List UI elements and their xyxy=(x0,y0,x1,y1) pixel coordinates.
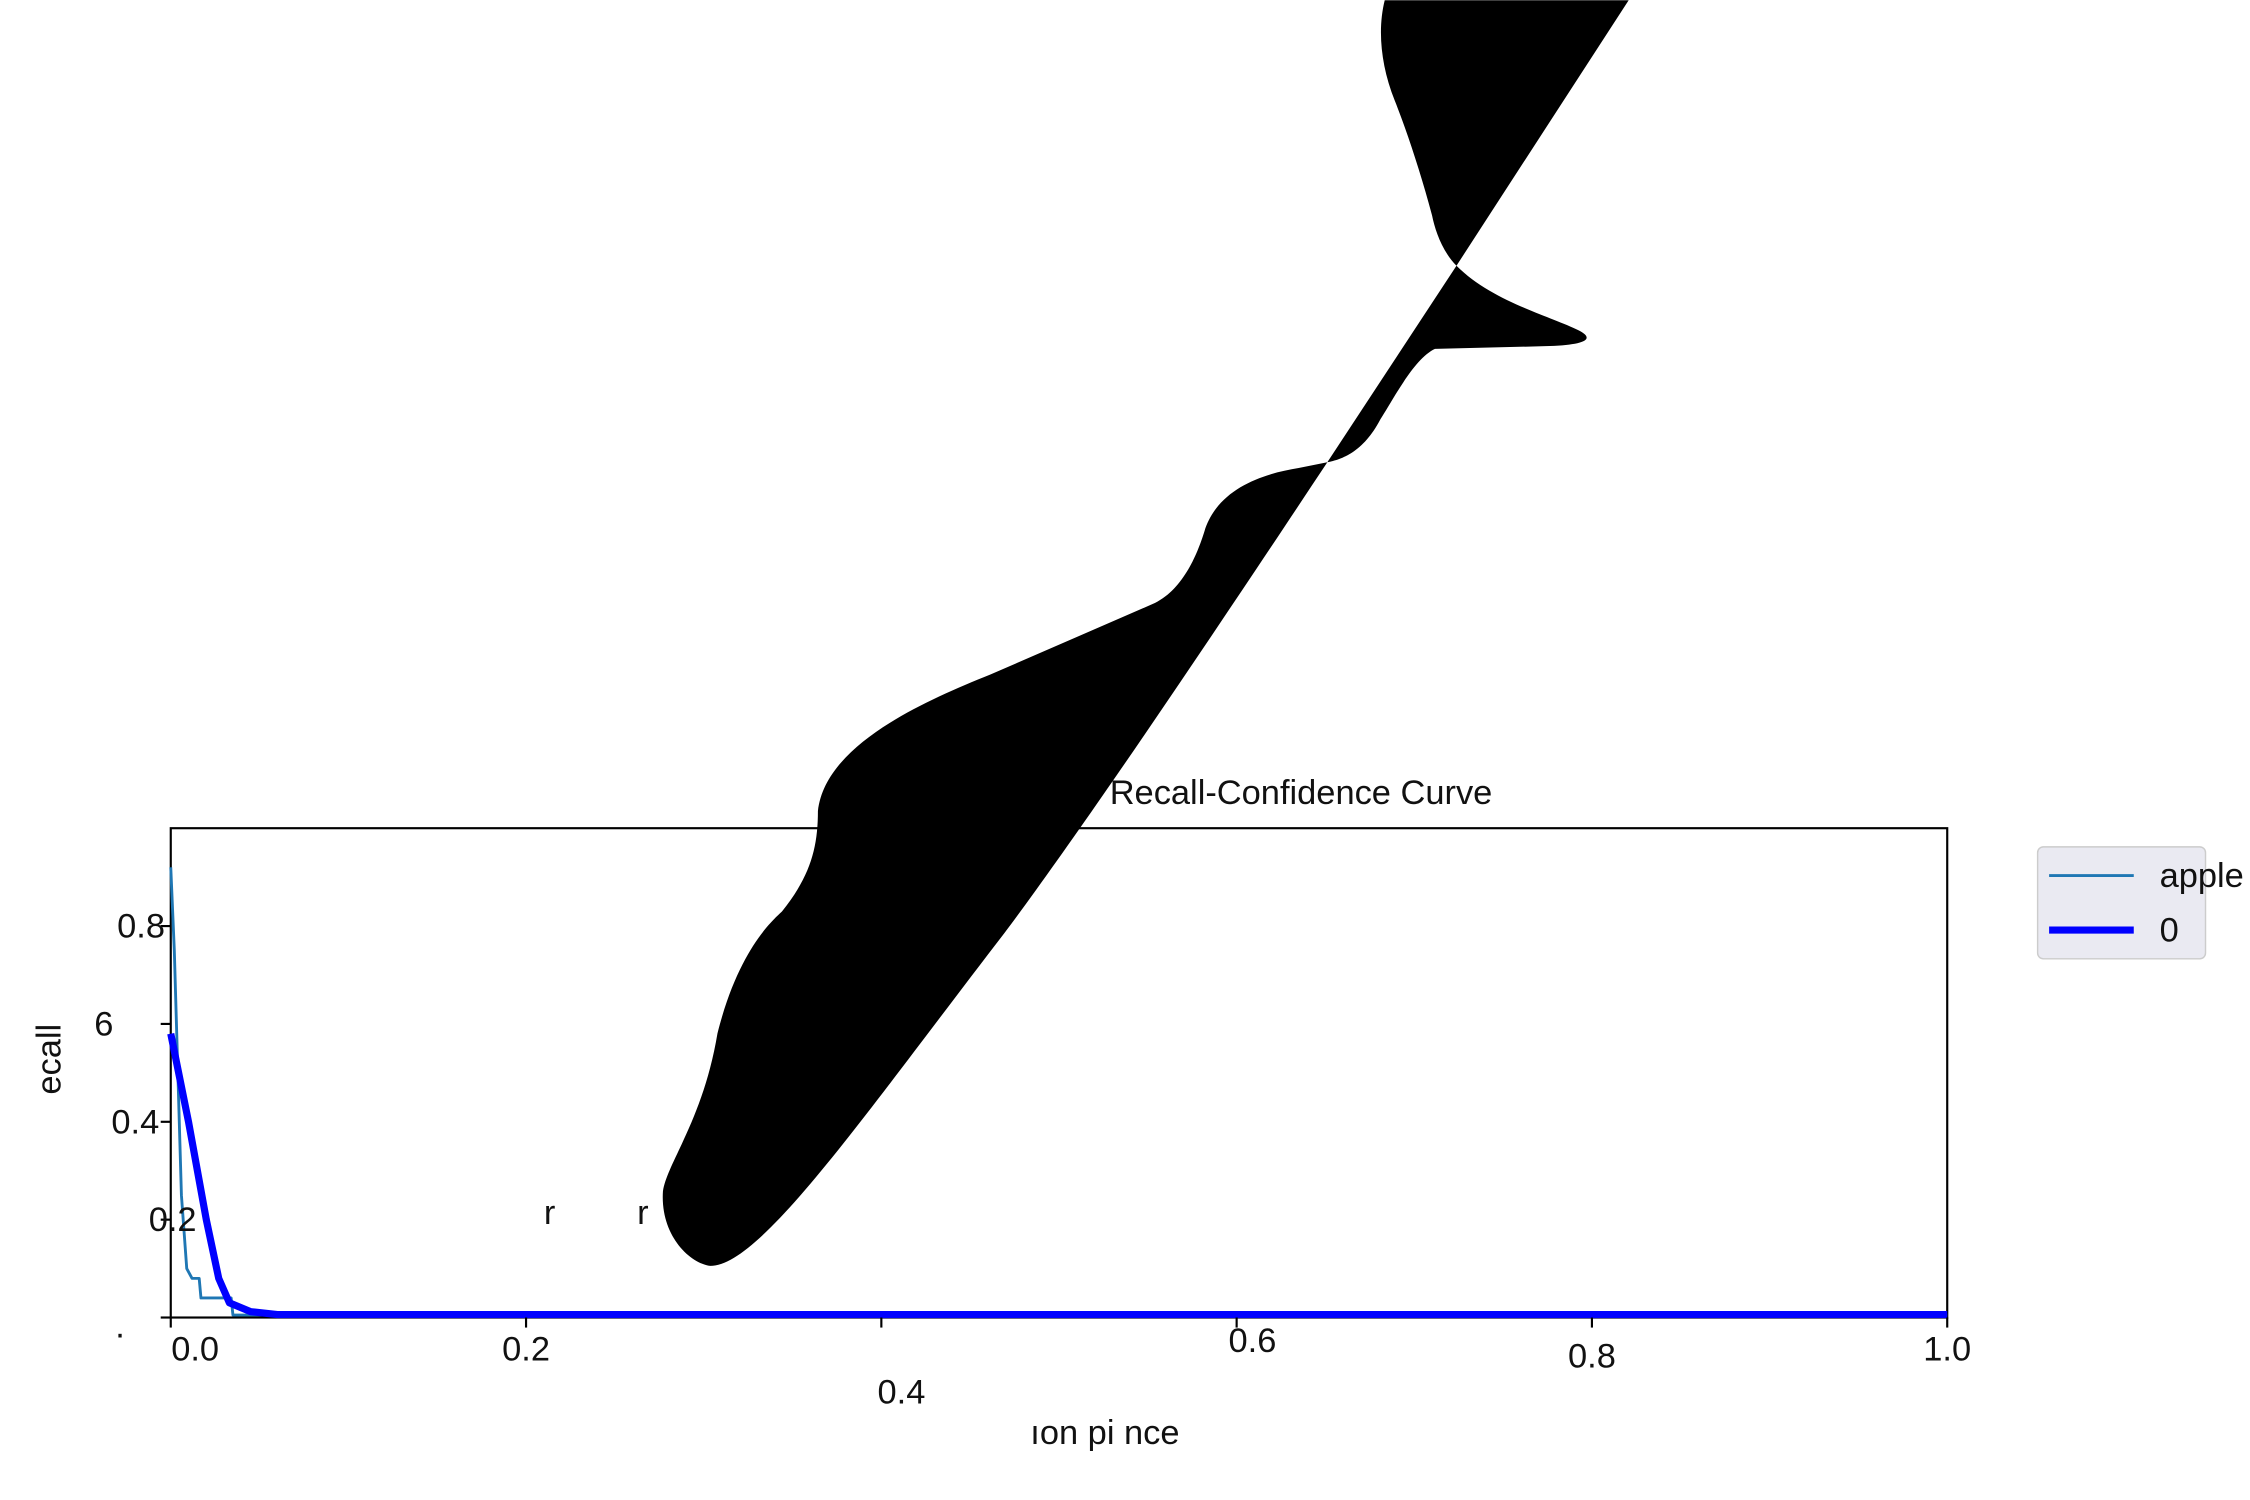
y-tick-label: 6 xyxy=(94,1005,113,1043)
legend-label: apple xyxy=(2160,857,2244,895)
legend-label: 0 xyxy=(2160,912,2179,950)
series-line xyxy=(169,867,1948,1317)
x-tick-label: 0.0 xyxy=(171,1331,219,1369)
y-axis-label: ecall xyxy=(30,1024,68,1095)
x-tick-label: 0.6 xyxy=(1228,1322,1276,1360)
x-axis-label: ıon pi nce xyxy=(1030,1414,1179,1452)
plot-area xyxy=(167,827,1949,1319)
x-tick-label: 0.8 xyxy=(1568,1338,1616,1376)
chart-title: Recall-Confidence Curve xyxy=(1110,774,1493,812)
y-tick-label: 0.4 xyxy=(111,1103,159,1141)
plot-frame xyxy=(169,827,1949,1319)
annotation: r xyxy=(637,1194,648,1232)
x-tick-label: 1.0 xyxy=(1923,1331,1971,1369)
annotation: r xyxy=(544,1194,555,1232)
y-tick-label: . xyxy=(115,1308,125,1346)
x-tick-label: 0.4 xyxy=(878,1374,926,1412)
x-tick-label: 0.2 xyxy=(502,1331,550,1369)
series-line xyxy=(167,1033,1948,1319)
y-tick-label: 0.2 xyxy=(149,1201,197,1239)
black-blob xyxy=(662,0,1629,1266)
y-tick-label: 0.8 xyxy=(117,908,165,946)
